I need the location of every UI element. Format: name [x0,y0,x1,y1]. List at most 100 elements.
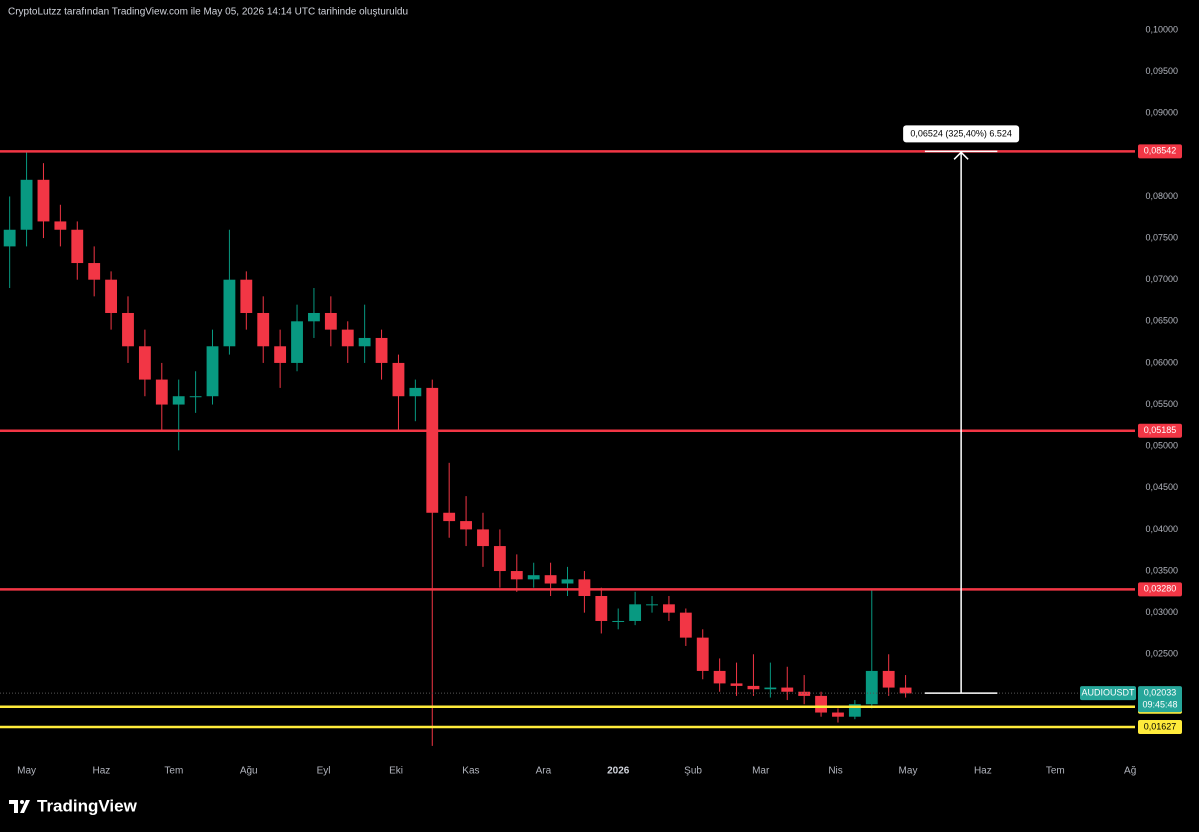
candle-body [730,683,743,686]
candle-body [679,612,692,638]
candle-body [155,379,168,405]
level-label: 0,01627 [1144,721,1177,731]
y-tick-label: 0,09500 [1145,66,1178,76]
measure-arrowhead [953,151,969,160]
candle-body [646,604,658,606]
candle-body [172,396,185,405]
symbol-box [1080,686,1136,701]
y-tick-label: 0,07500 [1145,232,1178,242]
candle-body [20,179,33,230]
x-tick-label: Tem [164,766,183,777]
x-tick-label: Şub [684,766,702,777]
candle-body [274,346,287,363]
x-tick-label: Mar [752,766,770,777]
level-label: 0,08542 [1144,146,1177,156]
candle-body [899,687,912,694]
logo-icon [9,800,30,813]
symbol-label: AUDIOUSDT [1081,688,1135,698]
y-tick-label: 0,07000 [1145,274,1178,284]
candle-body [257,312,270,347]
level-label-box [1138,144,1182,159]
y-tick-label: 0,10000 [1145,24,1178,34]
candle-body [781,687,794,692]
candle-body [578,579,591,597]
candle-body [696,637,709,671]
logo-text[interactable]: TradingView [37,796,138,815]
measure-label-box [903,125,1020,143]
x-tick-label: Eyl [317,766,331,777]
level-label-box [1138,423,1182,438]
x-tick-label: May [899,766,918,777]
candle-body [460,521,472,530]
last-price-box [1138,686,1182,713]
candle-body [291,321,303,363]
logo: TradingView [9,796,138,815]
candle-body [138,346,151,380]
y-tick-label: 0,09000 [1145,108,1178,118]
candle-body [493,546,506,572]
countdown-label: 09:45:48 [1142,700,1177,710]
x-tick-label: Haz [974,766,992,777]
candle-body [37,179,50,222]
candle-body [189,396,202,398]
candle-body [240,279,253,313]
candle-body [713,670,726,684]
candle-body [71,229,84,264]
level-label: 0,03280 [1144,584,1177,594]
candle-body [764,687,777,690]
candle-body [88,263,101,280]
measure-label: 0,06524 (325,40%) 6.524 [910,129,1012,139]
y-tick-label: 0,04000 [1145,524,1178,534]
x-tick-label: Tem [1046,766,1065,777]
x-tick-label: Nis [828,766,842,777]
candle-body [527,575,540,580]
x-tick-label: Ağ [1124,766,1136,777]
level-label-box [1138,719,1182,734]
candle-body [392,362,405,397]
y-tick-label: 0,06000 [1145,357,1178,367]
y-tick-label: 0,05500 [1145,399,1178,409]
level-label-box [1138,582,1182,597]
x-tick-label: Ağu [240,766,258,777]
candle-body [595,596,608,621]
candle-body [544,575,557,584]
candle-body [798,691,811,696]
y-tick-label: 0,08000 [1145,191,1178,201]
candle-body [561,579,574,584]
candle-body [747,685,760,690]
y-tick-label: 0,03500 [1145,565,1178,575]
candle-body [663,604,675,613]
candle-body [443,512,456,522]
candle-body [815,695,827,713]
logo-dot [20,800,24,804]
candle-body [358,337,371,347]
x-tick-label: May [17,766,36,777]
x-tick-label: Ara [536,766,552,777]
candle-body [477,529,489,547]
candle-body [832,712,844,717]
last-price-label: 0,02033 [1144,688,1177,698]
level-label: 0,05185 [1144,425,1177,435]
candle-body [426,387,439,513]
candle-body [612,620,625,622]
candle-body [848,704,861,717]
candle-body [54,221,67,230]
candle-body [409,387,422,397]
candle-body [341,329,354,347]
y-tick-label: 0,02500 [1145,649,1178,659]
candle-body [375,337,388,363]
candle-body [308,312,320,322]
candle-body [324,312,337,330]
x-tick-label: Kas [462,766,479,777]
x-tick-label: 2026 [607,766,630,777]
candle-body [105,279,118,313]
candle-body [206,346,219,397]
y-tick-label: 0,06500 [1145,316,1178,326]
candle-body [865,670,878,705]
candle-body [510,571,523,580]
x-tick-label: Eki [389,766,403,777]
x-tick-label: Haz [93,766,111,777]
y-tick-label: 0,05000 [1145,441,1178,451]
